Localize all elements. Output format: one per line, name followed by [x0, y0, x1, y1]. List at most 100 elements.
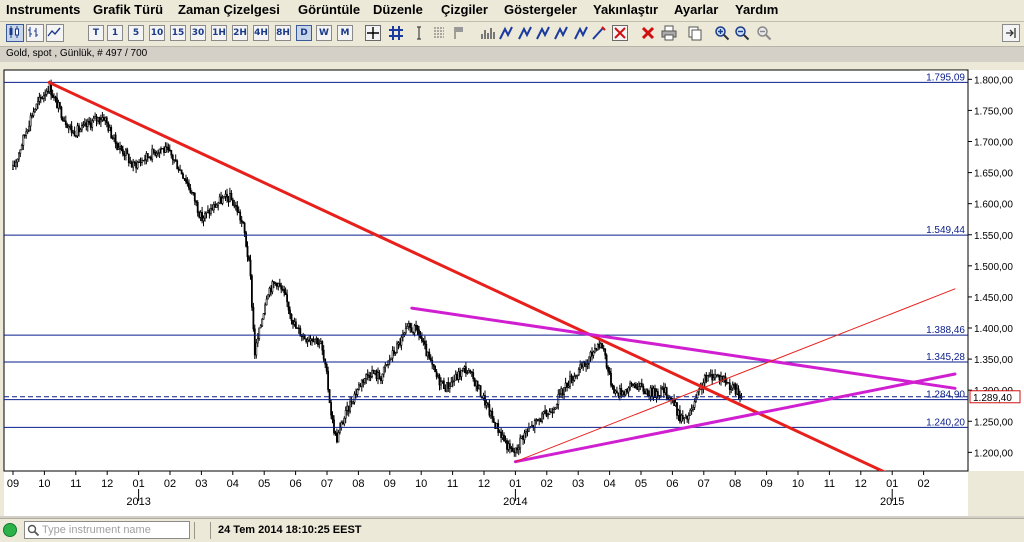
connection-status-icon — [3, 523, 17, 537]
candle-body — [188, 182, 190, 189]
candle-body — [554, 407, 557, 410]
x-tick-label: 02 — [541, 478, 553, 490]
menu-görüntüle[interactable]: Görüntüle — [298, 2, 361, 17]
candle-body — [160, 148, 162, 150]
trend-line-icon[interactable] — [517, 25, 533, 41]
candle-body — [123, 153, 126, 156]
line-chart-icon[interactable] — [46, 24, 64, 42]
timeframe-d-button[interactable]: D — [296, 25, 312, 41]
trend-line-icon[interactable] — [573, 25, 589, 41]
menu-düzenle[interactable]: Düzenle — [373, 2, 423, 17]
trend-line[interactable] — [514, 288, 956, 463]
trend-line[interactable] — [47, 80, 889, 474]
x-tick-label: 05 — [258, 478, 270, 490]
pin-panel-icon[interactable] — [1002, 24, 1020, 42]
timeframe-2h-button[interactable]: 2H — [232, 25, 248, 41]
delete-all-icon[interactable] — [640, 25, 656, 41]
candle-body — [322, 349, 325, 360]
timeframe-1h-button[interactable]: 1H — [211, 25, 227, 41]
search-icon — [27, 524, 40, 537]
zoom-reset-icon[interactable] — [756, 25, 772, 41]
x-tick-label: 08 — [729, 478, 741, 490]
instrument-search-input[interactable] — [42, 523, 186, 537]
candle-body — [560, 388, 563, 395]
x-tick-label: 05 — [635, 478, 647, 490]
menu-yakınlaştır[interactable]: Yakınlaştır — [593, 2, 659, 17]
candle-body — [82, 124, 85, 126]
candle-body — [629, 382, 632, 389]
trend-line-icon[interactable] — [553, 25, 569, 41]
menu-yardım[interactable]: Yardım — [735, 2, 779, 17]
candle-body — [470, 371, 473, 373]
candlestick-chart-icon[interactable] — [6, 24, 24, 42]
zoom-out-icon[interactable] — [734, 25, 750, 41]
candle-body — [70, 125, 73, 133]
menu-çizgiler[interactable]: Çizgiler — [441, 2, 488, 17]
timeframe-m-button[interactable]: M — [337, 25, 353, 41]
candle-body — [508, 443, 511, 449]
pencil-icon[interactable] — [591, 25, 607, 41]
current-price-tag — [969, 390, 1021, 404]
candle-body — [227, 197, 230, 202]
candle-body — [119, 145, 121, 149]
candle-body — [489, 410, 492, 416]
candle-body — [394, 352, 397, 354]
menu-göstergeler[interactable]: Göstergeler — [504, 2, 577, 17]
timeframe-t-button[interactable]: T — [88, 25, 104, 41]
crosshair-icon[interactable] — [365, 25, 381, 41]
candle-body — [456, 373, 459, 380]
candle-body — [75, 135, 77, 138]
timeframe-w-button[interactable]: W — [316, 25, 332, 41]
level-label-bg — [920, 323, 966, 335]
candle-body — [23, 135, 26, 137]
candle-body — [365, 374, 368, 380]
candle-body — [693, 401, 696, 408]
x-tick-label: 08 — [352, 478, 364, 490]
candle-body — [36, 100, 39, 105]
zoom-in-icon[interactable] — [714, 25, 730, 41]
text-cursor-icon[interactable] — [411, 25, 427, 41]
instrument-search-box[interactable] — [24, 521, 190, 539]
candle-body — [569, 375, 571, 387]
candle-body — [602, 347, 605, 350]
print-icon[interactable] — [661, 25, 677, 41]
timeframe-4h-button[interactable]: 4H — [253, 25, 269, 41]
menu-instruments[interactable]: Instruments — [6, 2, 81, 17]
menu-grafik-türü[interactable]: Grafik Türü — [93, 2, 164, 17]
candle-body — [327, 370, 330, 390]
timeframe-30-button[interactable]: 30 — [190, 25, 206, 41]
timeframe-5-button[interactable]: 5 — [128, 25, 144, 41]
candle-body — [615, 390, 618, 394]
flag-icon[interactable] — [451, 25, 467, 41]
price-chart[interactable]: 1.800,00 1.750,00 1.700,00 1.650,00 1.600,00… — [0, 62, 1024, 516]
level-label-bg — [920, 70, 966, 82]
fibonacci-icon[interactable] — [431, 25, 447, 41]
candle-body — [163, 148, 165, 153]
trend-line-icon[interactable] — [535, 25, 551, 41]
candle-body — [498, 431, 501, 434]
copy-icon[interactable] — [687, 25, 703, 41]
candle-body — [397, 342, 400, 345]
candle-body — [640, 382, 643, 387]
candle-body — [256, 338, 259, 344]
candle-body — [627, 387, 630, 393]
delete-selected-icon[interactable] — [612, 25, 628, 41]
volume-icon[interactable] — [480, 25, 496, 41]
trend-line-icon[interactable] — [498, 25, 514, 41]
grid-icon[interactable] — [388, 25, 404, 41]
candle-body — [103, 117, 105, 121]
trend-line[interactable] — [410, 306, 957, 390]
trend-line[interactable] — [513, 372, 957, 464]
candle-body — [239, 211, 242, 221]
timeframe-15-button[interactable]: 15 — [170, 25, 186, 41]
menu-ayarlar[interactable]: Ayarlar — [674, 2, 719, 17]
timeframe-1-button[interactable]: 1 — [107, 25, 123, 41]
timeframe-10-button[interactable]: 10 — [149, 25, 165, 41]
bar-chart-icon[interactable] — [26, 24, 44, 42]
candle-body — [711, 374, 714, 381]
candle-body — [734, 384, 737, 395]
candle-body — [379, 378, 382, 381]
menu-zaman-çizelgesi[interactable]: Zaman Çizelgesi — [178, 2, 280, 17]
timeframe-8h-button[interactable]: 8H — [275, 25, 291, 41]
candle-body — [438, 375, 441, 386]
